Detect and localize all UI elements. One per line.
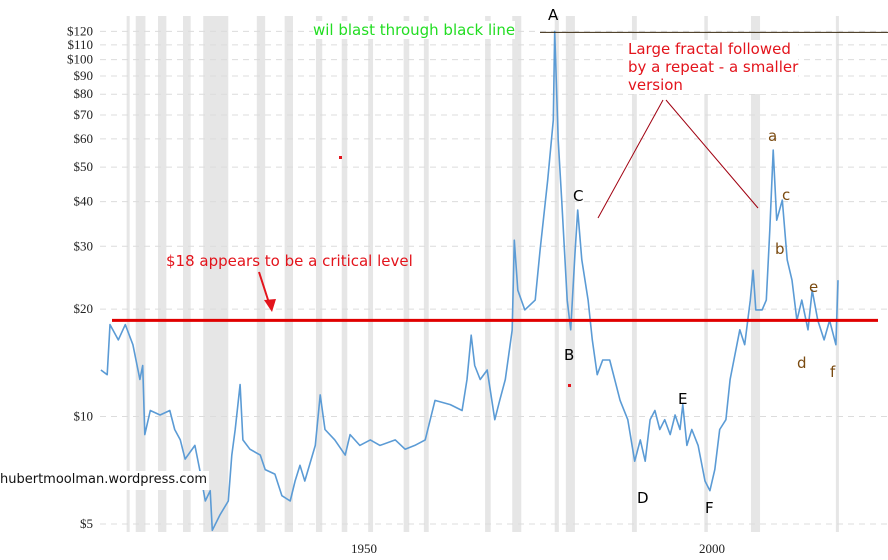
shaded-period	[315, 16, 323, 532]
label-e: e	[809, 278, 819, 296]
label-F: F	[705, 499, 714, 517]
label-a: a	[768, 127, 778, 145]
y-tick-label: $120	[67, 23, 93, 38]
y-tick-label: $10	[74, 409, 94, 424]
label-D: D	[637, 489, 649, 507]
red-dot	[339, 156, 342, 159]
green-note: wil blast through black line	[313, 21, 516, 39]
y-tick-label: $110	[67, 37, 93, 52]
price-series-line	[100, 30, 839, 532]
shaded-period	[750, 16, 761, 532]
y-tick-label: $5	[80, 516, 93, 531]
y-tick-label: $70	[74, 107, 94, 122]
shaded-period	[631, 16, 637, 532]
shaded-period	[341, 16, 348, 532]
red-arrow-icon	[258, 271, 276, 312]
x-tick-label: 2000	[699, 541, 725, 556]
label-C: C	[573, 187, 584, 205]
label-E: E	[678, 390, 688, 408]
label-d: d	[797, 354, 807, 372]
x-tick-label: 1950	[351, 541, 377, 556]
shaded-period	[126, 16, 130, 532]
label-B: B	[564, 346, 575, 364]
fractal-pointer-right	[665, 99, 759, 209]
y-tick-label: $90	[74, 68, 94, 83]
fractal-note-line: by a repeat - a smaller	[628, 58, 799, 76]
shaded-period	[565, 16, 575, 532]
shaded-period	[485, 16, 491, 532]
shaded-period	[403, 16, 410, 532]
shaded-period	[423, 16, 429, 532]
y-axis-ticks: $5 $10 $20 $30 $40 $50 $60 $70 $80 $90$100$110$12…	[67, 23, 93, 531]
shaded-period	[135, 16, 146, 532]
label-f: f	[830, 363, 836, 381]
red-dot	[568, 384, 571, 387]
fractal-note-line: Large fractal followed	[628, 40, 791, 58]
y-tick-label: $60	[74, 131, 94, 146]
label-A: A	[548, 6, 559, 24]
fractal-note: Large fractal followed by a repeat - a s…	[628, 40, 799, 94]
label-b: b	[775, 240, 785, 258]
shaded-period	[554, 16, 559, 532]
fractal-note-line: version	[628, 76, 683, 94]
fractal-pointer-left	[597, 99, 664, 219]
y-tick-label: $50	[74, 159, 94, 174]
shaded-period	[368, 16, 374, 532]
shaded-period	[835, 16, 839, 532]
y-tick-label: $20	[74, 301, 94, 316]
y-tick-label: $80	[74, 86, 94, 101]
x-axis-ticks: 1950 2000	[351, 541, 725, 556]
y-tick-label: $100	[67, 52, 93, 67]
shaded-periods	[126, 16, 839, 532]
shaded-period	[203, 16, 229, 532]
label-c: c	[782, 186, 791, 204]
shaded-period	[284, 16, 294, 532]
critical-level-note: $18 appears to be a critical level	[166, 252, 413, 270]
shaded-period	[256, 16, 266, 532]
watermark-label: hubertmoolman.wordpress.com	[0, 471, 210, 490]
shaded-period	[157, 16, 167, 532]
shaded-period	[183, 16, 191, 532]
y-tick-label: $30	[74, 238, 94, 253]
shaded-period	[704, 16, 708, 532]
y-tick-label: $40	[74, 194, 94, 209]
